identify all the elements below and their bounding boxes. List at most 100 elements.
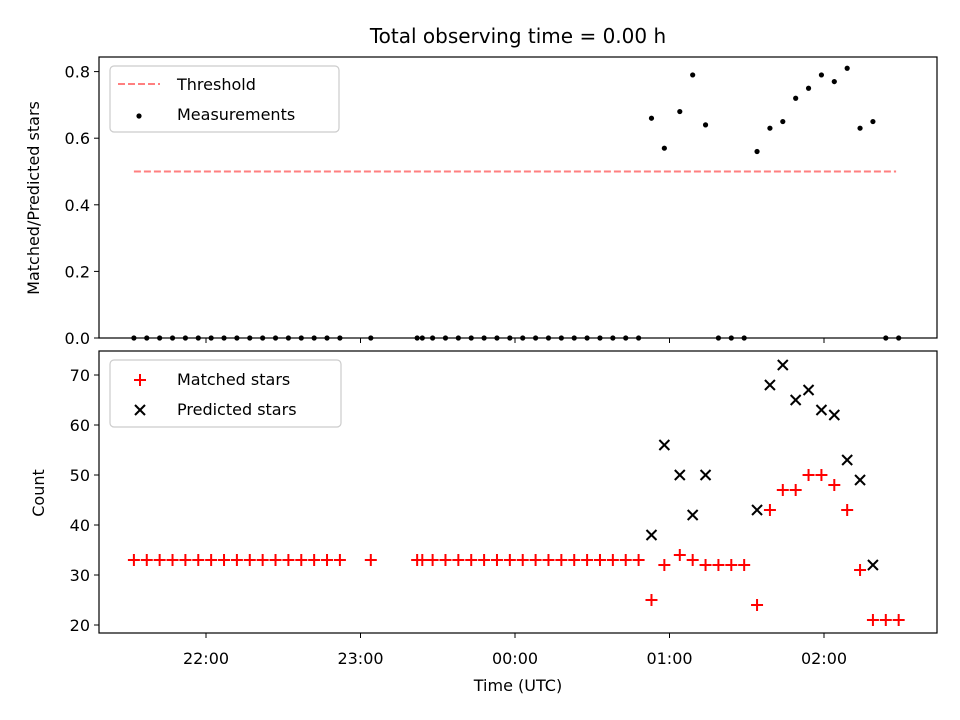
matched-star-point <box>529 554 542 566</box>
matched-star-point <box>658 559 671 571</box>
predicted-star-point <box>686 509 699 521</box>
matched-star-point <box>166 554 179 566</box>
bottom-y-axis-label: Count <box>29 469 48 517</box>
chart-title: Total observing time = 0.00 h <box>369 24 666 48</box>
predicted-star-point <box>751 504 763 516</box>
matched-star-point <box>815 469 828 481</box>
matched-star-point <box>205 554 218 566</box>
top-y-tick-label: 0.6 <box>65 129 90 148</box>
matched-star-point <box>218 554 231 566</box>
matched-star-point <box>127 554 140 566</box>
bottom-panel: 20 30 40 50 60 70 22:00 23:00 00:00 01:00 02:00 C… <box>29 350 938 695</box>
top-y-ticks: 0.0 0.2 0.4 0.6 0.8 <box>65 63 99 348</box>
matched-star-point <box>426 554 439 566</box>
matched-star-point <box>295 554 308 566</box>
predicted-star-point <box>828 409 841 421</box>
measurement-point <box>661 145 667 151</box>
matched-star-point <box>416 554 429 566</box>
top-legend: Threshold Measurements <box>109 65 340 133</box>
measurement-point <box>648 115 655 121</box>
predicted-star-point <box>815 404 828 416</box>
matched-star-point <box>738 559 751 571</box>
bottom-axes-frame <box>98 350 938 634</box>
matched-star-point <box>763 504 776 516</box>
matched-star-point <box>439 554 452 566</box>
measurement-point <box>754 148 760 155</box>
measurement-point <box>857 125 863 131</box>
measurement-point <box>818 72 825 78</box>
matched-star-point <box>179 554 192 566</box>
matched-star-point <box>725 559 738 571</box>
matched-star-point <box>308 554 321 566</box>
matched-star-point <box>673 549 686 561</box>
top-axes-frame <box>98 56 938 339</box>
legend-matched-swatch <box>134 374 146 386</box>
predicted-star-point <box>658 439 671 451</box>
matched-star-point <box>452 554 465 566</box>
matched-star-point <box>364 554 377 566</box>
matched-star-point <box>645 594 658 606</box>
top-y-tick-label: 0.4 <box>65 196 90 215</box>
matched-star-point <box>699 559 712 571</box>
matched-star-point <box>632 554 645 566</box>
matched-star-point <box>542 554 555 566</box>
bottom-y-tick-label: 60 <box>70 416 90 435</box>
measurement-point <box>870 118 876 125</box>
matched-star-point <box>606 554 619 566</box>
matched-star-point <box>841 504 854 516</box>
legend-matched-label: Matched stars <box>177 370 290 389</box>
measurement-point <box>677 108 683 115</box>
matched-star-point <box>503 554 516 566</box>
bottom-x-tick-label: 02:00 <box>801 649 847 668</box>
predicted-star-point <box>841 454 853 466</box>
measurement-point <box>780 118 786 125</box>
bottom-x-tick-label: 22:00 <box>183 649 229 668</box>
top-y-tick-label: 0.0 <box>65 329 90 348</box>
matched-star-point <box>751 599 764 611</box>
measurement-point <box>805 85 812 91</box>
measurement-point <box>831 78 837 85</box>
matched-star-point <box>256 554 269 566</box>
predicted-star-point <box>645 529 658 541</box>
measurement-point <box>702 122 709 128</box>
matched-star-point <box>619 554 632 566</box>
measurement-point <box>690 72 696 78</box>
x-axis-label: Time (UTC) <box>473 676 562 695</box>
matched-star-point <box>686 554 699 566</box>
bottom-x-tick-label: 00:00 <box>492 649 538 668</box>
predicted-star-point <box>674 469 686 481</box>
matched-star-point <box>478 554 491 566</box>
matched-star-point <box>490 554 503 566</box>
predicted-star-point <box>802 384 815 396</box>
bottom-legend: Matched stars Predicted stars <box>109 359 342 428</box>
bottom-y-tick-label: 50 <box>70 466 90 485</box>
bottom-y-tick-label: 40 <box>70 516 90 535</box>
bottom-x-ticks: 22:00 23:00 00:00 01:00 02:00 <box>183 633 847 668</box>
legend-predicted-label: Predicted stars <box>177 400 297 419</box>
measurement-point <box>844 65 850 71</box>
bottom-x-tick-label: 23:00 <box>337 649 383 668</box>
predicted-star-point <box>867 559 879 571</box>
predicted-star-point <box>777 359 789 371</box>
top-x-ticks <box>205 338 825 343</box>
matched-star-point <box>593 554 606 566</box>
matched-star-point <box>140 554 153 566</box>
matched-star-point <box>568 554 581 566</box>
matched-star-point <box>269 554 282 566</box>
bottom-legend-box <box>109 359 342 428</box>
top-panel: Total observing time = 0.00 h 0.00.20.40… <box>24 24 938 348</box>
matched-star-point <box>516 554 529 566</box>
matched-star-point <box>802 469 815 481</box>
predicted-star-point <box>699 469 712 481</box>
predicted-star-point <box>764 379 776 391</box>
matched-star-point <box>192 554 205 566</box>
legend-predicted-swatch <box>134 404 146 416</box>
matched-star-point <box>581 554 594 566</box>
matched-star-point <box>776 484 789 496</box>
top-y-axis-label: Matched/Predicted stars <box>24 101 43 295</box>
matched-star-point <box>555 554 568 566</box>
predicted-star-point <box>854 474 866 486</box>
matched-star-point <box>282 554 295 566</box>
matched-star-point <box>321 554 334 566</box>
